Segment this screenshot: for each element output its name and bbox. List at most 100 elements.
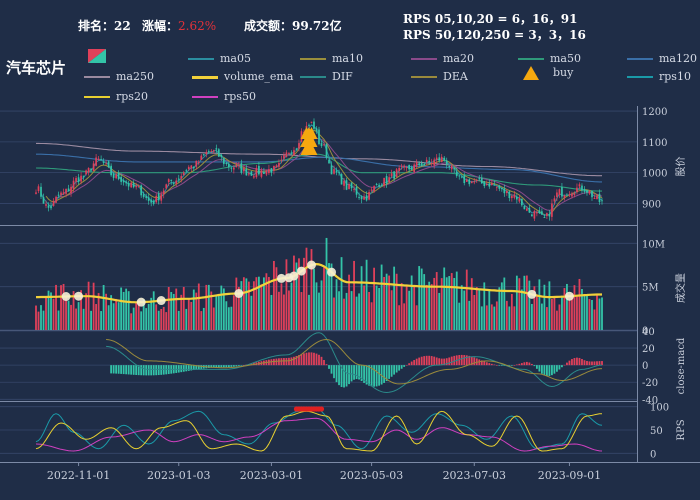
macd-hist-bar bbox=[383, 365, 386, 383]
candle-body bbox=[215, 148, 218, 150]
volume-bar bbox=[418, 266, 421, 330]
volume-bar bbox=[568, 299, 571, 330]
macd-hist-bar bbox=[227, 365, 230, 368]
volume-bar bbox=[365, 259, 368, 330]
legend-swatch bbox=[84, 76, 110, 78]
candle-body bbox=[42, 197, 45, 204]
macd-hist-bar bbox=[210, 365, 213, 368]
macd-hist-bar bbox=[378, 365, 381, 386]
volume-bar bbox=[513, 306, 516, 330]
macd-hist-bar bbox=[463, 355, 466, 366]
volume-bar bbox=[177, 310, 180, 330]
candle-body bbox=[571, 193, 573, 197]
macd-hist-bar bbox=[325, 364, 328, 366]
volume-bar bbox=[112, 303, 115, 330]
candle-body bbox=[485, 183, 488, 186]
candle-body bbox=[77, 177, 80, 182]
candle-body bbox=[207, 151, 210, 153]
volume-bar bbox=[100, 311, 103, 330]
macd-hist-bar bbox=[483, 361, 486, 366]
macd-hist-bar bbox=[510, 365, 513, 366]
macd-hist-bar bbox=[528, 362, 531, 366]
volume-bar bbox=[540, 303, 543, 330]
volume-bar bbox=[373, 267, 375, 330]
candle-body bbox=[373, 186, 375, 192]
candle-body bbox=[220, 154, 223, 158]
candle-body bbox=[338, 172, 340, 174]
rank-label: 排名： bbox=[78, 19, 115, 33]
candle-body bbox=[490, 183, 493, 186]
legend-buy: buy bbox=[518, 66, 573, 80]
chart-logo-icon bbox=[88, 49, 106, 63]
volume-bar bbox=[232, 295, 235, 330]
candle-body bbox=[601, 200, 603, 202]
volume-bar bbox=[222, 288, 225, 330]
volume-bar bbox=[265, 273, 268, 330]
macd-hist-bar bbox=[298, 355, 300, 366]
volume-bar bbox=[581, 289, 583, 330]
volume-bar bbox=[453, 277, 456, 330]
macd-hist-bar bbox=[280, 358, 283, 366]
candle-body bbox=[478, 177, 481, 179]
candle-body bbox=[185, 170, 188, 172]
candle-body bbox=[125, 181, 128, 184]
volume-bar bbox=[212, 307, 215, 330]
volume-bar bbox=[420, 268, 423, 330]
volume-bar bbox=[240, 281, 243, 330]
candle-body bbox=[500, 188, 503, 190]
volume-bar bbox=[330, 263, 333, 330]
volume-bar bbox=[295, 262, 298, 330]
volume-bar bbox=[328, 263, 330, 330]
volume-bar bbox=[510, 293, 513, 330]
volume-bar bbox=[90, 310, 92, 330]
ma20-line bbox=[55, 137, 603, 211]
candle-body bbox=[270, 168, 273, 173]
macd-hist-bar bbox=[315, 353, 318, 366]
volume-highlight-dot bbox=[61, 291, 71, 301]
candle-body bbox=[561, 186, 563, 197]
rps-tick-label: 50 bbox=[650, 426, 663, 437]
candle-body bbox=[380, 185, 383, 187]
legend-swatch bbox=[300, 58, 326, 60]
candle-body bbox=[398, 167, 400, 171]
macd-hist-bar bbox=[450, 356, 453, 366]
candle-body bbox=[122, 180, 125, 183]
price-tick-label: 1200 bbox=[642, 107, 667, 118]
macd-hist-bar bbox=[207, 365, 210, 368]
volume-bar bbox=[172, 293, 175, 330]
change-value: 2.62% bbox=[178, 19, 217, 33]
candle-body bbox=[265, 170, 268, 175]
macd-hist-bar bbox=[185, 365, 188, 372]
volume-bar bbox=[393, 266, 396, 330]
candle-body bbox=[505, 191, 508, 193]
candle-body bbox=[440, 156, 443, 163]
macd-hist-bar bbox=[125, 365, 128, 375]
legend-label: ma50 bbox=[550, 52, 581, 65]
macd-hist-bar bbox=[423, 356, 426, 366]
macd-hist-bar bbox=[581, 359, 583, 366]
legend-label: ma250 bbox=[116, 70, 154, 83]
legend-ma20: ma20 bbox=[411, 52, 474, 65]
macd-hist-bar bbox=[385, 365, 388, 382]
volume-bar bbox=[205, 284, 208, 330]
candle-body bbox=[253, 176, 255, 178]
candle-body bbox=[238, 165, 240, 167]
volume-bar bbox=[485, 305, 488, 330]
volume-bar bbox=[110, 295, 113, 330]
volume-bar bbox=[263, 277, 265, 330]
macd-hist-bar bbox=[538, 365, 541, 372]
macd-hist-bar bbox=[428, 355, 431, 366]
macd-hist-bar bbox=[363, 365, 365, 383]
candle-body bbox=[483, 181, 486, 187]
macd-hist-bar bbox=[278, 358, 280, 366]
candle-body bbox=[413, 164, 416, 173]
candle-body bbox=[508, 191, 511, 199]
volume-bar bbox=[378, 287, 381, 330]
candle-body bbox=[55, 196, 57, 203]
candle-body bbox=[255, 168, 258, 178]
macd-hist-bar bbox=[566, 362, 568, 366]
candle-body bbox=[107, 161, 110, 168]
volume-bar bbox=[242, 277, 245, 330]
candle-body bbox=[498, 185, 501, 189]
volume-bar bbox=[57, 310, 60, 330]
